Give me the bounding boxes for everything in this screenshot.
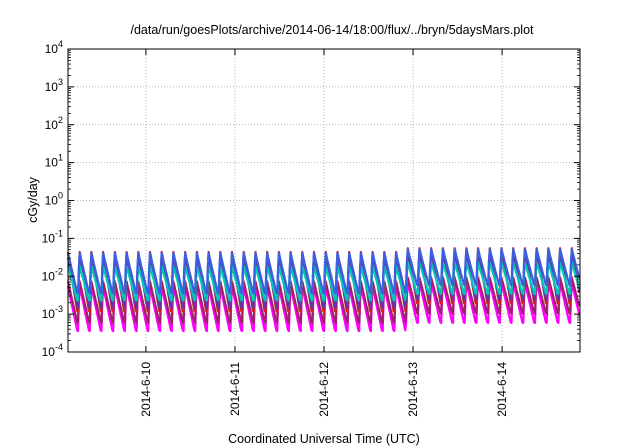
y-tick-label: 10-4 (42, 342, 63, 359)
x-axis-title: Coordinated Universal Time (UTC) (228, 432, 420, 446)
series-line (66, 276, 581, 324)
ticks: 10-4 10-3 10-2 10-1 100 101 102 103 104 2014-6-10… (42, 39, 580, 417)
y-tick-label: 102 (45, 115, 63, 132)
x-tick-label: 2014-6-12 (317, 362, 331, 417)
x-tick-label: 2014-6-13 (406, 362, 420, 417)
x-tick-label: 2014-6-11 (228, 362, 242, 416)
y-tick-label: 10-1 (42, 228, 63, 245)
chart-title: /data/run/goesPlots/archive/2014-06-14/1… (130, 23, 534, 37)
series-line (66, 281, 581, 333)
y-tick-label: 10-2 (42, 266, 63, 283)
y-tick-label: 103 (45, 77, 63, 94)
series-group (66, 247, 581, 333)
series-line (66, 248, 581, 295)
y-axis-title: cGy/day (26, 176, 40, 223)
y-tick-label: 10-3 (42, 304, 63, 321)
x-tick-label: 2014-6-10 (139, 362, 153, 417)
series-line (66, 261, 581, 302)
y-tick-label: 101 (45, 153, 63, 170)
y-tick-label: 104 (45, 39, 63, 56)
y-tick-label: 100 (45, 191, 63, 208)
x-tick-label: 2014-6-14 (495, 362, 509, 417)
